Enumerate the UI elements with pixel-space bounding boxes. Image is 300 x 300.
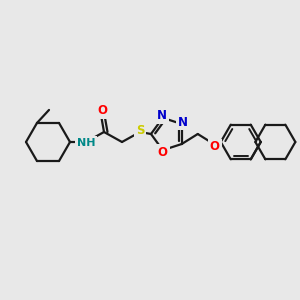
Text: NH: NH xyxy=(77,138,95,148)
Text: O: O xyxy=(158,146,168,159)
Text: O: O xyxy=(210,140,220,154)
Text: O: O xyxy=(97,104,107,118)
Text: N: N xyxy=(178,116,188,128)
Text: S: S xyxy=(136,124,144,137)
Text: N: N xyxy=(157,109,167,122)
